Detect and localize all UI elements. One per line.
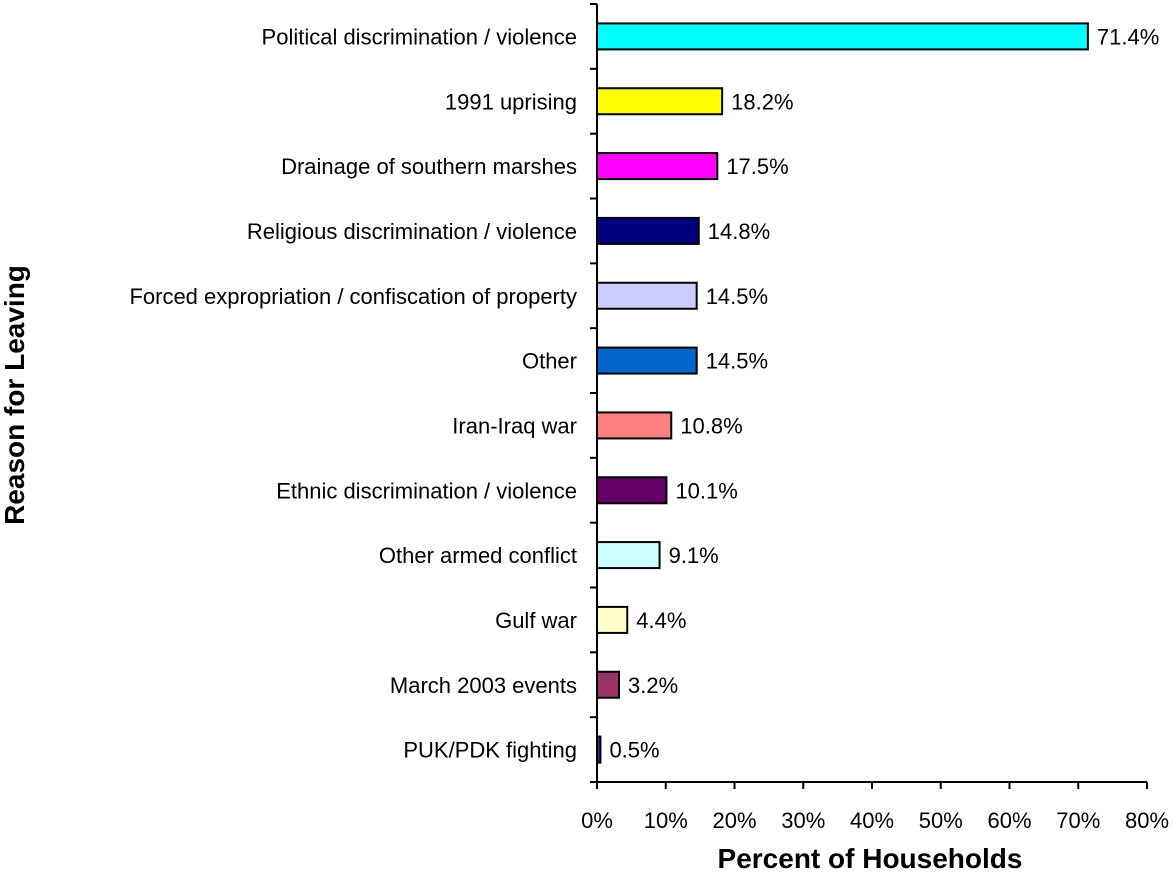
bar xyxy=(596,281,698,310)
y-axis-title: Reason for Leaving xyxy=(0,265,30,525)
x-tick-label: 60% xyxy=(987,808,1031,833)
x-tick-label: 50% xyxy=(919,808,963,833)
x-tick-label: 0% xyxy=(581,808,613,833)
category-label: March 2003 events xyxy=(390,673,577,698)
category-label: Political discrimination / violence xyxy=(262,24,577,49)
x-tick-label: 40% xyxy=(850,808,894,833)
value-label: 10.1% xyxy=(675,478,737,503)
bar xyxy=(596,605,629,634)
value-label: 4.4% xyxy=(636,608,686,633)
category-label: Drainage of southern marshes xyxy=(281,154,577,179)
category-label: Other armed conflict xyxy=(379,543,577,568)
x-tick-label: 30% xyxy=(781,808,825,833)
bar xyxy=(596,670,620,699)
bar xyxy=(596,216,700,245)
value-label: 3.2% xyxy=(628,673,678,698)
bar xyxy=(596,87,724,116)
category-label: Ethnic discrimination / violence xyxy=(276,478,577,503)
bar xyxy=(596,541,661,570)
category-label: Forced expropriation / confiscation of p… xyxy=(129,284,577,309)
x-tick-label: 80% xyxy=(1125,808,1169,833)
value-label: 14.5% xyxy=(706,349,768,374)
value-label: 0.5% xyxy=(609,738,659,763)
value-label: 71.4% xyxy=(1097,24,1159,49)
bar xyxy=(596,411,673,440)
bar xyxy=(596,735,602,764)
category-label: Iran-Iraq war xyxy=(452,413,577,438)
value-label: 10.8% xyxy=(680,413,742,438)
category-label: PUK/PDK fighting xyxy=(403,738,577,763)
bar xyxy=(596,346,698,375)
x-tick-label: 70% xyxy=(1056,808,1100,833)
value-label: 14.8% xyxy=(708,219,770,244)
value-label: 17.5% xyxy=(726,154,788,179)
x-tick-label: 20% xyxy=(712,808,756,833)
value-label: 18.2% xyxy=(731,89,793,114)
value-label: 9.1% xyxy=(669,543,719,568)
category-label: Gulf war xyxy=(495,608,577,633)
x-tick-label: 10% xyxy=(644,808,688,833)
x-axis-title: Percent of Households xyxy=(718,843,1023,874)
bar xyxy=(596,22,1089,51)
category-label: Religious discrimination / violence xyxy=(247,219,577,244)
category-label: 1991 uprising xyxy=(445,89,577,114)
bar xyxy=(596,476,668,505)
value-label: 14.5% xyxy=(706,284,768,309)
bar xyxy=(596,152,719,181)
category-label: Other xyxy=(522,349,577,374)
